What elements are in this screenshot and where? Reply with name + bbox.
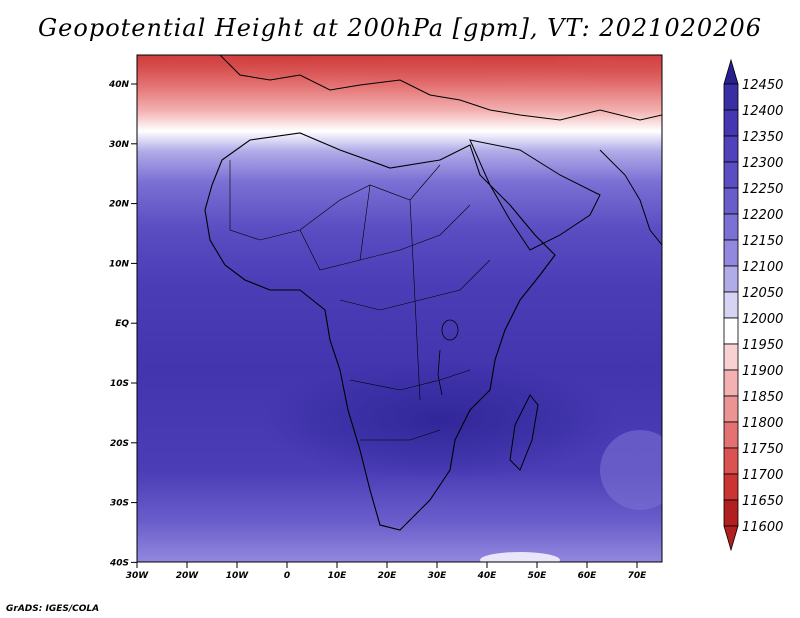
colorbar-label: 12400 xyxy=(742,104,783,119)
colorbar-swatch xyxy=(723,109,739,137)
colorbar-label: 12350 xyxy=(742,130,783,145)
colorbar-label: 12200 xyxy=(742,208,783,223)
lat-label: EQ xyxy=(115,319,129,329)
lon-label: 30W xyxy=(126,571,150,581)
africa-coastline xyxy=(204,132,556,531)
colorbar-swatch xyxy=(723,265,739,293)
lon-label: 60E xyxy=(578,571,598,581)
lat-label: 30N xyxy=(109,140,130,150)
colorbar-swatch xyxy=(723,369,739,397)
colorbar-swatch xyxy=(723,447,739,475)
colorbar-swatch xyxy=(723,213,739,241)
colorbar-swatch xyxy=(723,317,739,345)
lat-label: 40S xyxy=(109,558,129,568)
colorbar-swatch xyxy=(723,395,739,423)
lat-label: 20N xyxy=(109,200,130,210)
colorbar-swatch xyxy=(723,291,739,319)
colorbar-label: 11750 xyxy=(742,442,783,457)
map-title: Geopotential Height at 200hPa [gpm], VT:… xyxy=(38,14,762,42)
europe-coastline xyxy=(219,55,662,121)
longitude-axis: 30W 20W 10W 0 10E 20E 30E 40E 50E 60E 70E xyxy=(126,562,647,581)
colorbar-swatch xyxy=(723,239,739,267)
grads-credit: GrADS: IGES/COLA xyxy=(6,604,100,614)
lon-label: 10W xyxy=(226,571,250,581)
colorbar-label: 12300 xyxy=(742,156,783,171)
lat-label: 40N xyxy=(108,80,130,90)
colorbar-label: 12150 xyxy=(742,234,783,249)
colorbar-swatch xyxy=(723,161,739,189)
colorbar-label: 11800 xyxy=(742,416,783,431)
colorbar-label: 11600 xyxy=(742,520,783,535)
colorbar-swatch xyxy=(723,499,739,527)
arabia-coastline xyxy=(469,139,601,251)
country-borders xyxy=(229,160,491,441)
height-field xyxy=(137,55,662,562)
colorbar-label: 11850 xyxy=(742,390,783,405)
lon-label: 30E xyxy=(428,571,448,581)
colorbar-label: 11700 xyxy=(742,468,783,483)
lat-label: 10N xyxy=(109,259,130,269)
india-coastline xyxy=(599,149,662,246)
lon-label: 20W xyxy=(176,571,200,581)
lat-label: 30S xyxy=(110,499,129,509)
colorbar-swatch xyxy=(723,343,739,371)
colorbar-swatch xyxy=(723,187,739,215)
colorbar-swatch xyxy=(723,473,739,501)
colorbar-label: 12100 xyxy=(742,260,783,275)
colorbar-top-arrow xyxy=(723,58,739,85)
colorbar-bottom-arrow xyxy=(723,525,739,552)
colorbar-label: 11650 xyxy=(742,494,783,509)
lon-label: 70E xyxy=(628,571,648,581)
lon-label: 0 xyxy=(284,571,290,581)
colorbar-label: 12050 xyxy=(742,286,783,301)
colorbar-swatch xyxy=(723,135,739,163)
madagascar-coastline xyxy=(509,394,539,471)
colorbar-label: 12000 xyxy=(742,312,783,327)
colorbar-label: 11900 xyxy=(742,364,783,379)
colorbar: 12450 12400 12350 12300 12250 12200 12150 12100… xyxy=(723,58,783,552)
lon-label: 50E xyxy=(528,571,548,581)
colorbar-label: 12450 xyxy=(742,78,783,93)
colorbar-swatch xyxy=(723,421,739,449)
plot-frame xyxy=(136,54,663,563)
lon-label: 10E xyxy=(328,571,348,581)
colorbar-label: 12250 xyxy=(742,182,783,197)
lon-label: 20E xyxy=(378,571,398,581)
latitude-axis: 40N 30N 20N 10N EQ 10S 20S 30S 40S xyxy=(108,80,137,568)
lat-label: 20S xyxy=(110,439,129,449)
lat-label: 10S xyxy=(110,379,129,389)
colorbar-label: 11950 xyxy=(742,338,783,353)
colorbar-swatch xyxy=(723,83,739,111)
lon-label: 40E xyxy=(477,571,498,581)
